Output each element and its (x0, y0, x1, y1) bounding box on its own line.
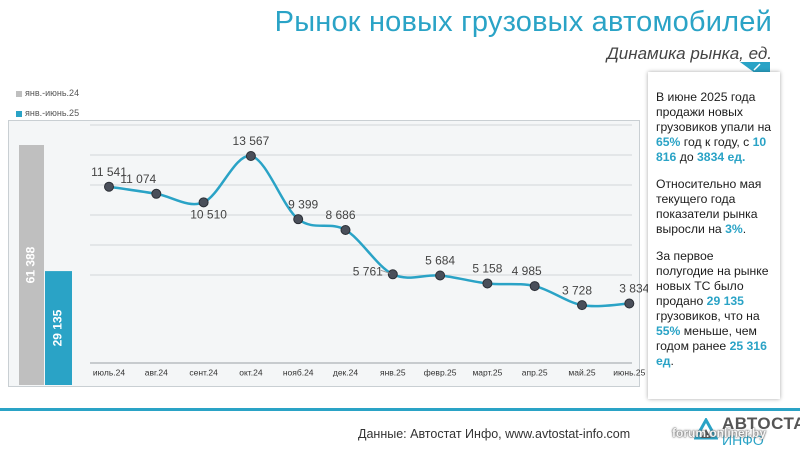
footer-source[interactable]: Данные: Автостат Инфо, www.avtostat-info… (358, 427, 631, 441)
data-point-2 (151, 188, 162, 199)
logo-text-1: АВТОСТАТ (722, 414, 800, 433)
data-point-6 (340, 224, 351, 235)
data-point-7 (387, 269, 398, 280)
summary-paragraph-3: За первое полугодие на рынке новых ТС бы… (656, 249, 769, 368)
avtostat-logo: АВТОСТАТ ИНФО (690, 414, 800, 453)
legend-label-2024: янв.-июнь.24 (25, 88, 80, 98)
series-line-monthly (108, 154, 630, 308)
data-point-3 (198, 197, 209, 208)
footer-divider (0, 408, 800, 411)
summary-paragraph-2: Относительно мая текущего года показател… (656, 177, 762, 236)
data-label-4: 13 567 (233, 134, 270, 148)
x-tick-label-4: окт.24 (239, 367, 263, 377)
data-label-7: 5 761 (353, 264, 383, 278)
data-label-1: 11 541 (91, 165, 127, 179)
data-label-6: 8 686 (325, 208, 355, 222)
ytd-bar-2 (45, 271, 72, 385)
data-label-5: 9 399 (288, 197, 318, 211)
data-label-2: 11 074 (120, 172, 156, 186)
data-point-8 (435, 270, 446, 281)
legend-label-2025: янв.-июнь.25 (25, 108, 80, 118)
chart-panel (8, 120, 640, 387)
x-tick-label-11: май.25 (568, 367, 595, 377)
ytd-bar-label-1: 61 388 (24, 246, 38, 283)
x-tick-label-6: дек.24 (333, 367, 358, 377)
data-point-4 (245, 151, 256, 161)
data-label-11: 3 728 (562, 283, 592, 297)
x-tick-label-7: янв.25 (380, 367, 406, 377)
logo-text-2: ИНФО (722, 432, 764, 448)
legend-swatch-blue (16, 110, 22, 117)
data-label-9: 5 158 (472, 262, 502, 276)
x-tick-label-10: апр.25 (522, 367, 548, 377)
ytd-bar-1 (19, 145, 44, 385)
summary-box: В июне 2025 года продажи новых грузовико… (648, 72, 780, 399)
data-label-12: 3 834 (619, 282, 649, 296)
data-point-9 (482, 278, 493, 289)
x-tick-label-8: февр.25 (424, 367, 457, 377)
data-point-5 (293, 214, 304, 225)
x-tick-label-1: июль.24 (93, 367, 125, 377)
data-label-8: 5 684 (425, 254, 455, 268)
summary-paragraph-1: В июне 2025 года продажи новых грузовико… (656, 90, 772, 164)
page-title: Рынок новых грузовых автомобилей (274, 6, 772, 38)
legend-item-2024: янв.-июнь.24 (16, 88, 79, 98)
avtostat-logo-icon (694, 418, 718, 440)
leader-line (380, 269, 390, 274)
data-point-1 (104, 181, 114, 192)
data-point-12 (624, 298, 635, 309)
page-subtitle: Динамика рынка, ед. (606, 44, 772, 63)
x-tick-label-9: март.25 (472, 367, 502, 377)
ytd-bar-label-2: 29 135 (51, 309, 65, 346)
data-point-11 (577, 300, 587, 311)
legend-item-2025: янв.-июнь.25 (16, 108, 79, 118)
legend-swatch-grey (16, 90, 22, 97)
data-label-3: 10 510 (190, 208, 227, 222)
data-point-10 (529, 281, 540, 292)
x-tick-label-5: нояб.24 (283, 367, 314, 377)
x-tick-label-12: июнь.25 (613, 367, 645, 377)
data-label-10: 4 985 (512, 264, 542, 278)
watermark: forum.onliner.by (672, 426, 767, 440)
x-tick-label-2: авг.24 (145, 367, 168, 377)
x-tick-label-3: сент.24 (189, 367, 218, 377)
